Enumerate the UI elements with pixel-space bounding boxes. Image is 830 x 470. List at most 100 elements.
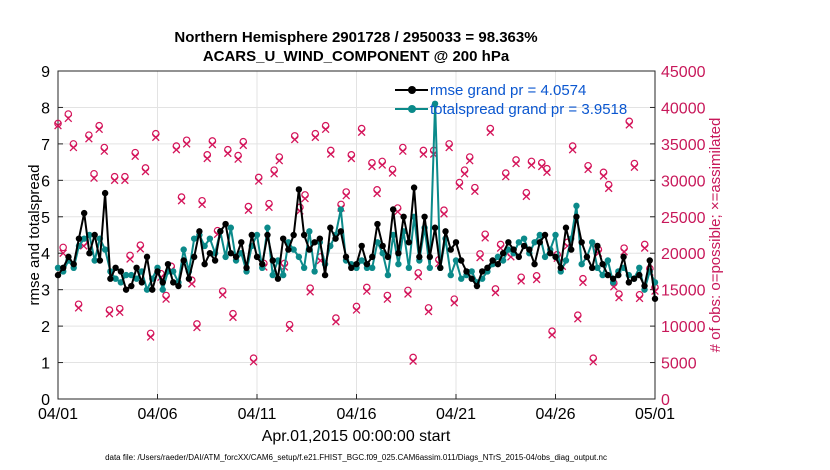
obs-assimilated-marker [64, 114, 73, 123]
rmse-point [159, 279, 166, 286]
y-tick-label-right: 5000 [661, 356, 697, 373]
obs-assimilated-marker [640, 244, 649, 252]
rmse-point [353, 260, 360, 268]
rmse-point [505, 239, 512, 246]
rmse-point [259, 260, 266, 268]
totalspread-point [128, 271, 135, 279]
rmse-point [369, 253, 376, 261]
obs-assimilated-marker [203, 154, 212, 163]
axis-ticks: 0 1 2 3 4 5 6 7 8 9 0 5000 10000 15000 20000 25000 30000… [38, 64, 706, 423]
obs-assimilated-marker [414, 272, 423, 281]
obs-assimilated-marker [568, 145, 577, 154]
rmse-point [437, 264, 444, 271]
rmse-point [238, 239, 245, 246]
footer-data-file: data file: /Users/raeder/DAI/ATM_forcXX/… [105, 453, 607, 462]
totalspread-point [91, 257, 98, 264]
rmse-point [510, 246, 517, 253]
rmse-point [154, 268, 161, 275]
obs-assimilated-marker [368, 162, 376, 171]
totalspread-point [279, 271, 287, 279]
rmse-point [625, 279, 633, 286]
rmse-point [107, 275, 114, 282]
y-tick-label-left: 1 [41, 356, 50, 373]
obs-assimilated-marker [121, 176, 129, 185]
totalspread-point [452, 257, 460, 264]
totalspread-point [573, 202, 580, 210]
totalspread-point [170, 268, 177, 275]
totalspread-point [578, 260, 585, 268]
y-axis-right-label: # of obs: o=possible; ×=assimilated [707, 118, 724, 353]
obs-assimilated-marker [311, 133, 320, 142]
rmse-point [316, 235, 324, 242]
obs-assimilated-marker [424, 307, 433, 316]
obs-assimilated-marker [95, 125, 104, 134]
y-tick-label-right: 40000 [661, 100, 706, 117]
totalspread-point [201, 242, 208, 250]
rmse-point [143, 253, 151, 261]
rmse-point [468, 275, 475, 282]
x-tick-label: 05/01 [635, 406, 675, 423]
rmse-point [609, 275, 617, 282]
rmse-point [321, 271, 329, 279]
obs-assimilated-marker [625, 121, 634, 129]
rmse-point [164, 260, 172, 268]
totalspread-point [80, 235, 88, 242]
totalspread-point [599, 271, 606, 279]
rmse-point [342, 253, 350, 261]
obs-assimilated-marker [445, 143, 453, 152]
obs-assimilated-marker [270, 169, 279, 178]
obs-assimilated-marker [126, 255, 134, 263]
y-axis-left-label: rmse and totalspread [26, 165, 43, 306]
obs-assimilated-marker [527, 161, 536, 169]
rmse-point [410, 184, 418, 191]
totalspread-point [117, 279, 125, 286]
obs-assimilated-marker [522, 192, 531, 201]
obs-assimilated-marker [265, 203, 273, 212]
totalspread-point [374, 239, 381, 246]
totalspread-point [159, 286, 166, 293]
obs-assimilated-marker [290, 135, 299, 144]
rmse-point [395, 250, 402, 257]
rmse-point [337, 228, 344, 235]
obs-assimilated-marker [532, 275, 541, 284]
totalspread-point [369, 264, 376, 271]
x-tick-label: 04/16 [336, 406, 376, 423]
rmse-point [227, 250, 235, 257]
rmse-point [185, 275, 193, 282]
totalspread-point [300, 264, 308, 271]
totalspread-point [227, 224, 235, 231]
obs-assimilated-marker [357, 128, 366, 137]
rmse-point [562, 224, 570, 231]
totalspread-point [253, 231, 261, 239]
totalspread-point [541, 253, 549, 261]
obs-assimilated-marker [491, 288, 500, 297]
totalspread-point [384, 271, 392, 279]
rmse-point [363, 260, 371, 268]
obs-assimilated-marker [100, 147, 109, 156]
totalspread-point [604, 257, 612, 264]
obs-assimilated-marker [615, 293, 623, 302]
legend-totalspread-label: totalspread grand pr = 3.9518 [430, 101, 627, 118]
rmse-point [211, 257, 219, 264]
rmse-point [478, 268, 486, 275]
obs-assimilated-marker [543, 168, 551, 177]
obs-assimilated-marker [229, 313, 237, 322]
obs-assimilated-marker [517, 277, 526, 285]
legend-rmse-label: rmse grand pr = 4.0574 [430, 82, 586, 99]
obs-assimilated-marker [342, 191, 351, 200]
rmse-point [573, 213, 580, 220]
obs-assimilated-marker [110, 176, 119, 185]
rmse-point [70, 260, 77, 268]
chart-title: Northern Hemisphere 2901728 / 2950033 = … [174, 29, 537, 46]
rmse-point [201, 260, 208, 268]
rmse-point [128, 282, 135, 290]
rmse-point [332, 235, 339, 242]
rmse-point [279, 235, 287, 242]
rmse-point [54, 271, 62, 279]
y-tick-label-left: 0 [41, 392, 50, 409]
obs-assimilated-marker [409, 357, 417, 365]
totalspread-point [536, 231, 543, 239]
rmse-point [452, 239, 460, 246]
rmse-point [630, 275, 638, 282]
totalspread-point [636, 264, 643, 271]
